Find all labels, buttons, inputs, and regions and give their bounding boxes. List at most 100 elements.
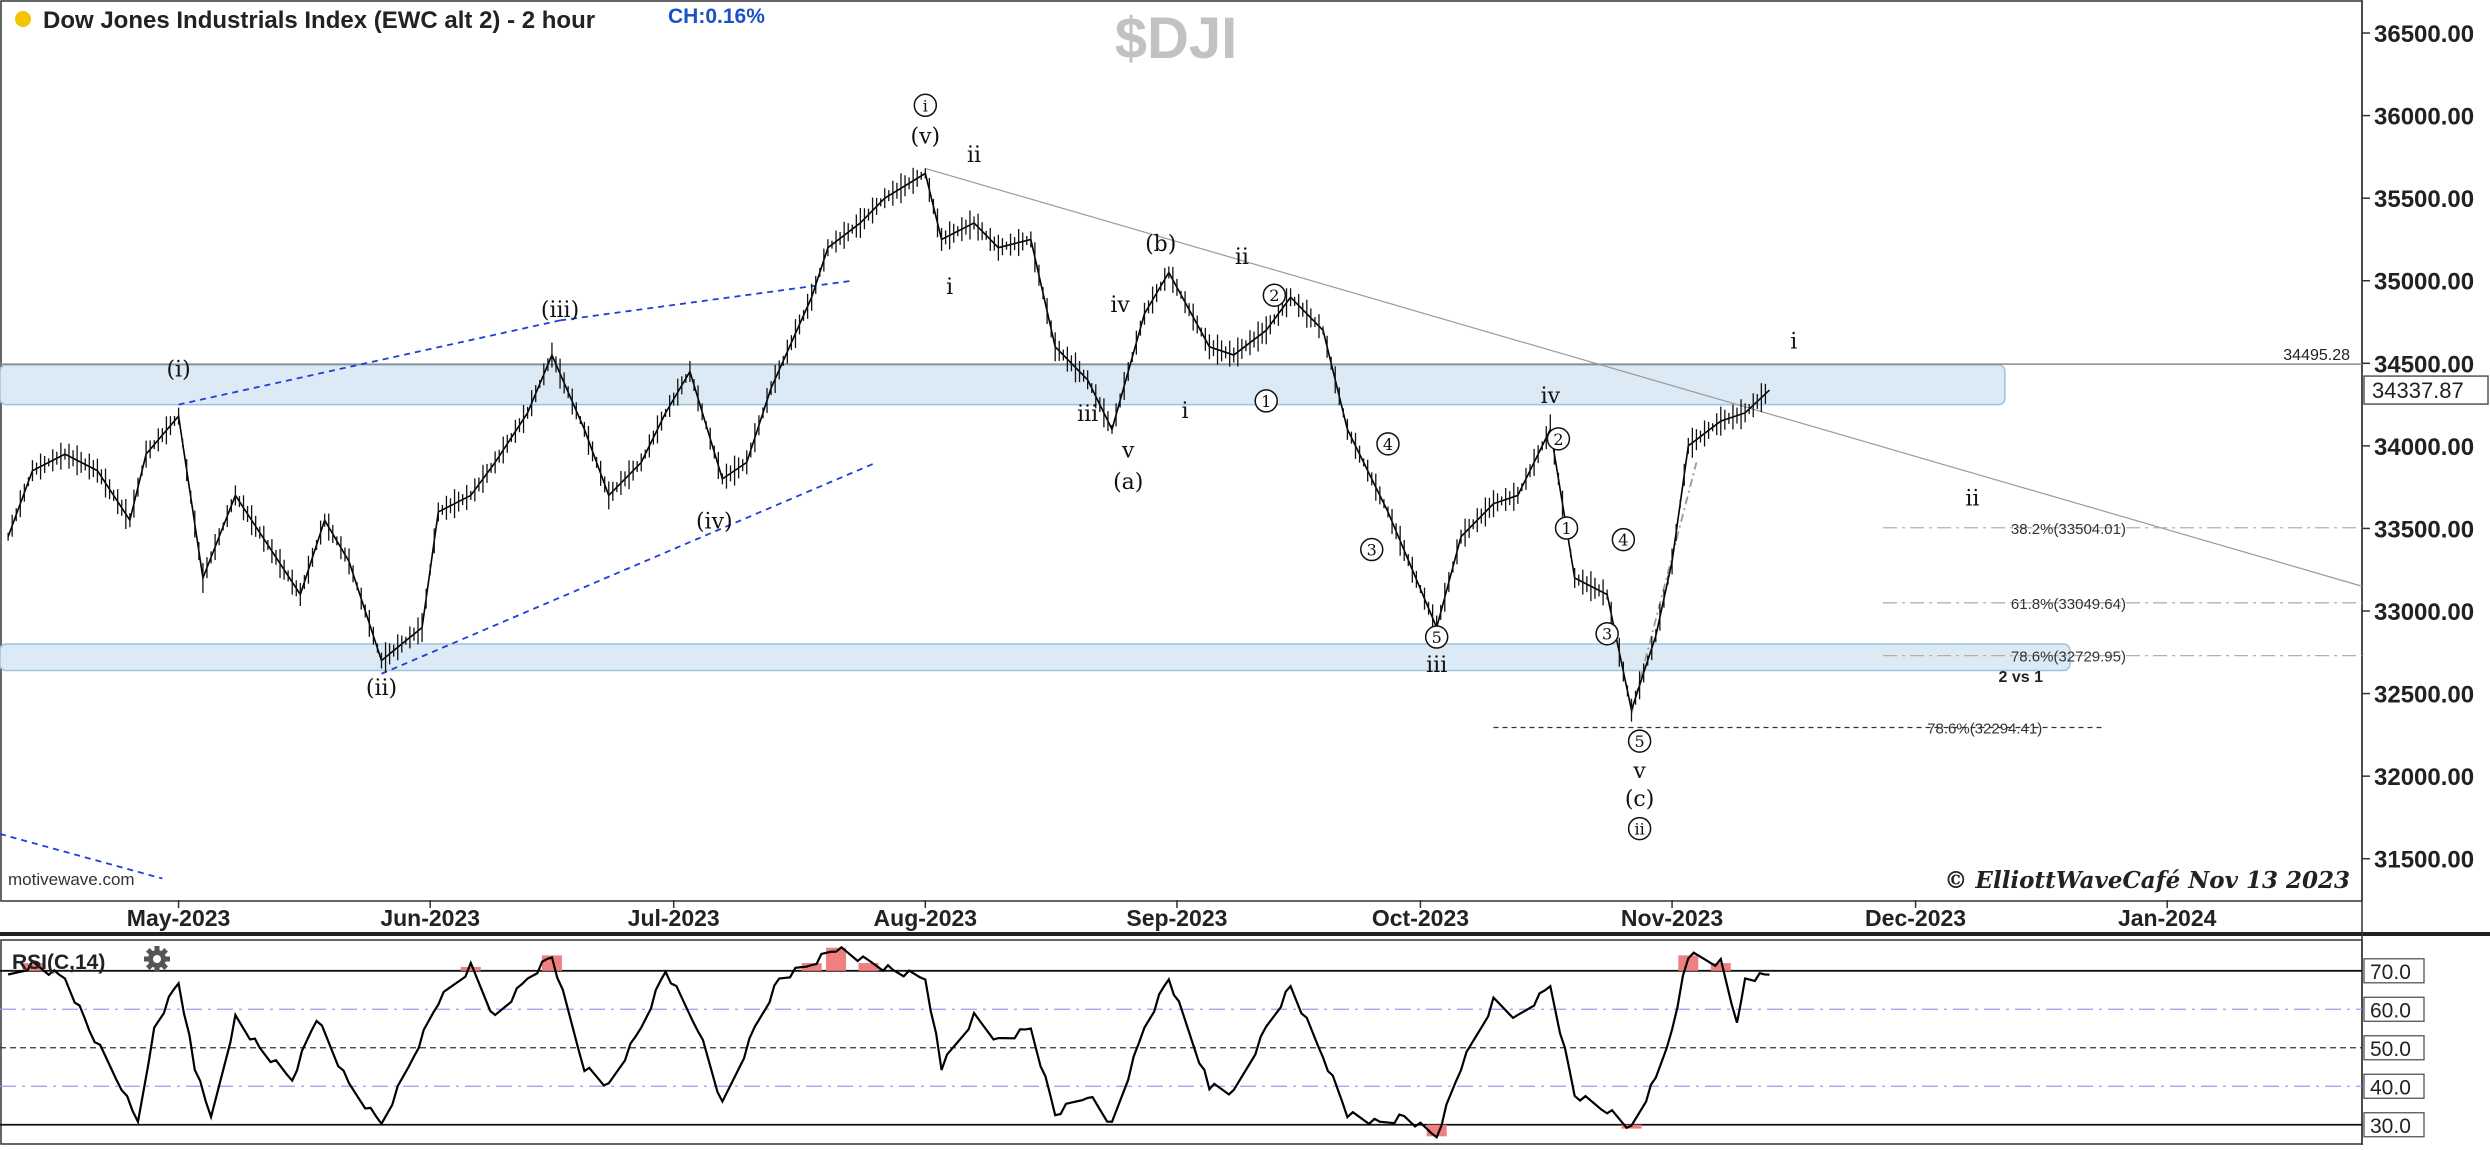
wave-label: (iv): [696, 509, 733, 534]
price-line: [7, 172, 1771, 714]
wave-label-circled: 4: [1376, 432, 1400, 456]
y-tick-label: 34500.00: [2374, 351, 2474, 378]
x-tick-label: Aug-2023: [874, 905, 978, 931]
wave-circle: [1262, 283, 1287, 307]
rsi-line: [7, 945, 1770, 1140]
wave-circle: [1546, 427, 1571, 451]
last-price-label: 34337.87: [2372, 378, 2464, 403]
zone-0: [0, 364, 2006, 406]
rsi-overbought-fill: [460, 966, 481, 971]
wave-label: v: [1121, 438, 1135, 463]
x-tick-label: May-2023: [127, 905, 231, 931]
gear-icon[interactable]: [144, 946, 170, 972]
rsi-panel: 70.0 60.0 50.0 40.0 30.0: [0, 945, 2425, 1140]
wave-label: i: [946, 275, 953, 300]
rsi-overbought-fill: [826, 947, 847, 971]
fib-label: 61.8%(33049.64): [2011, 596, 2126, 613]
rsi-level-box: [2363, 1112, 2425, 1138]
fib-note: 2 vs 1: [1999, 669, 2044, 686]
rsi-label: RSI(C,14): [12, 951, 105, 974]
wave-circle: [1627, 816, 1652, 841]
wave-label: 5: [1432, 628, 1442, 647]
wave-label: i: [1182, 399, 1189, 424]
wave-circle: [913, 93, 938, 118]
rsi-level-box: [2363, 958, 2425, 984]
symbol-watermark: $DJI: [1115, 6, 1238, 71]
wave-label: (i): [166, 358, 190, 383]
fib-label: 78.6%(32294.41): [1927, 721, 2042, 738]
wave-label: (iii): [541, 298, 579, 323]
wave-circle: [1554, 516, 1579, 540]
wave-label-circled: i: [913, 93, 938, 118]
wave-label: 1: [1561, 519, 1571, 538]
rsi-overbought-fill: [858, 963, 879, 971]
wave-label: ii: [1634, 820, 1644, 839]
x-tick-label: Oct-2023: [1372, 905, 1469, 931]
wave-label: iv: [1110, 293, 1130, 318]
wave-circle: [1424, 625, 1449, 649]
wave-label-circled: 1: [1554, 516, 1579, 540]
wave-label: 4: [1383, 435, 1393, 454]
x-tick-label: Dec-2023: [1865, 905, 1966, 931]
rsi-overbought-fill: [22, 963, 43, 971]
x-tick-label: Jul-2023: [628, 905, 720, 931]
wave-label: (ii): [366, 676, 397, 701]
wave-label-circled: 1: [1254, 389, 1278, 413]
y-tick-label: 36500.00: [2374, 21, 2474, 48]
rsi-level-label: 30.0: [2370, 1115, 2411, 1138]
fib-label: 78.6%(32729.95): [2011, 649, 2126, 666]
wave-label: ii: [967, 143, 981, 168]
y-tick-label: 33000.00: [2374, 599, 2474, 626]
wave-label-circled: 2: [1262, 283, 1287, 307]
horizontal-level-label: 34495.28: [2283, 347, 2350, 364]
wave-label: ii: [1965, 486, 1979, 511]
change-readout: CH:0.16%: [668, 5, 765, 28]
x-tick-label: Jan-2024: [2118, 905, 2217, 931]
wave-label-circled: 2: [1546, 427, 1571, 451]
wave-label: (v): [911, 125, 941, 150]
status-dot: [15, 11, 31, 27]
x-tick-label: Nov-2023: [1621, 905, 1723, 931]
wave-label-circled: 4: [1611, 527, 1636, 552]
rsi-level-box: [2363, 996, 2425, 1022]
wave-label: iii: [1077, 402, 1098, 427]
wave-label-circled: 5: [1627, 729, 1652, 753]
y-tick-label: 32000.00: [2374, 764, 2474, 791]
wave-circle: [1254, 389, 1278, 413]
wave-label: iii: [1426, 653, 1447, 678]
price-series: 34337.87: [7, 167, 2489, 722]
last-price-tag: 34337.87: [2363, 375, 2489, 405]
wave-label-circled: 5: [1424, 625, 1449, 649]
wave-label: 3: [1367, 541, 1377, 560]
y-tick-label: 35000.00: [2374, 269, 2474, 296]
wave-label: 2: [1553, 430, 1563, 449]
y-tick-label: 33500.00: [2374, 516, 2474, 543]
rsi-level-box: [2363, 1073, 2425, 1099]
rsi-level-label: 50.0: [2370, 1038, 2411, 1061]
elliott-wave-labels: (i)(ii)(iii)(iv)(v)iiiiiiiivv(a)(b)iii21…: [166, 93, 1979, 841]
rsi-overbought-fill: [1710, 963, 1731, 971]
wave-label: 1: [1261, 392, 1271, 411]
x-tick-label: Sep-2023: [1126, 905, 1227, 931]
y-tick-label: 36000.00: [2374, 104, 2474, 131]
rsi-level-box: [2363, 1035, 2425, 1061]
wave-label: iv: [1541, 384, 1561, 409]
trendline-5: [1630, 462, 1698, 714]
price-panel-frame: [0, 0, 2363, 902]
rsi-level-label: 40.0: [2370, 1076, 2411, 1099]
rsi-level-label: 70.0: [2370, 961, 2411, 984]
wave-circle: [1627, 729, 1652, 753]
wave-label-circled: 3: [1595, 621, 1619, 646]
last-price-box: [2363, 375, 2489, 405]
x-tick-label: Jun-2023: [380, 905, 480, 931]
y-tick-label: 31500.00: [2374, 847, 2474, 874]
wave-label: 3: [1602, 625, 1612, 644]
wave-label: ii: [1235, 245, 1249, 270]
wave-label: 5: [1635, 732, 1645, 751]
fib-label: 38.2%(33504.01): [2011, 521, 2126, 538]
wave-label: (a): [1113, 470, 1143, 495]
fibonacci-levels: 38.2%(33504.01) 61.8%(33049.64) 78.6%(3272…: [1493, 521, 2362, 738]
wave-label-circled: ii: [1627, 816, 1652, 841]
